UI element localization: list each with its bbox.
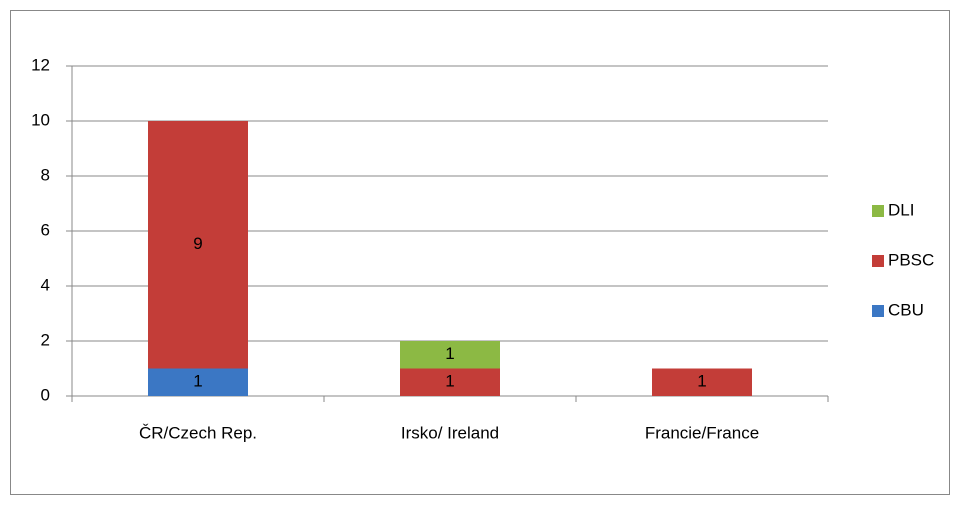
y-tick-label: 0	[41, 385, 50, 404]
bar-segment	[400, 341, 500, 369]
legend-swatch	[872, 205, 884, 217]
bar-segment	[148, 121, 248, 369]
y-tick-label: 2	[41, 330, 50, 349]
bar-segment	[400, 368, 500, 396]
legend-label: CBU	[888, 300, 924, 319]
y-tick-label: 12	[31, 55, 50, 74]
y-tick-label: 4	[41, 275, 50, 294]
bar-segment	[148, 368, 248, 396]
data-label: 1	[445, 344, 454, 363]
x-tick-label: ČR/Czech Rep.	[139, 423, 257, 442]
bar-segment	[652, 368, 752, 396]
y-tick-label: 10	[31, 110, 50, 129]
data-label: 1	[697, 372, 706, 391]
data-label: 9	[193, 234, 202, 253]
legend-label: PBSC	[888, 250, 934, 269]
x-tick-label: Irsko/ Ireland	[401, 423, 499, 442]
legend-swatch	[872, 255, 884, 267]
x-tick-label: Francie/France	[645, 423, 759, 442]
legend-label: DLI	[888, 200, 914, 219]
data-label: 1	[193, 372, 202, 391]
data-label: 1	[445, 372, 454, 391]
legend-swatch	[872, 305, 884, 317]
y-tick-label: 6	[41, 220, 50, 239]
y-tick-label: 8	[41, 165, 50, 184]
